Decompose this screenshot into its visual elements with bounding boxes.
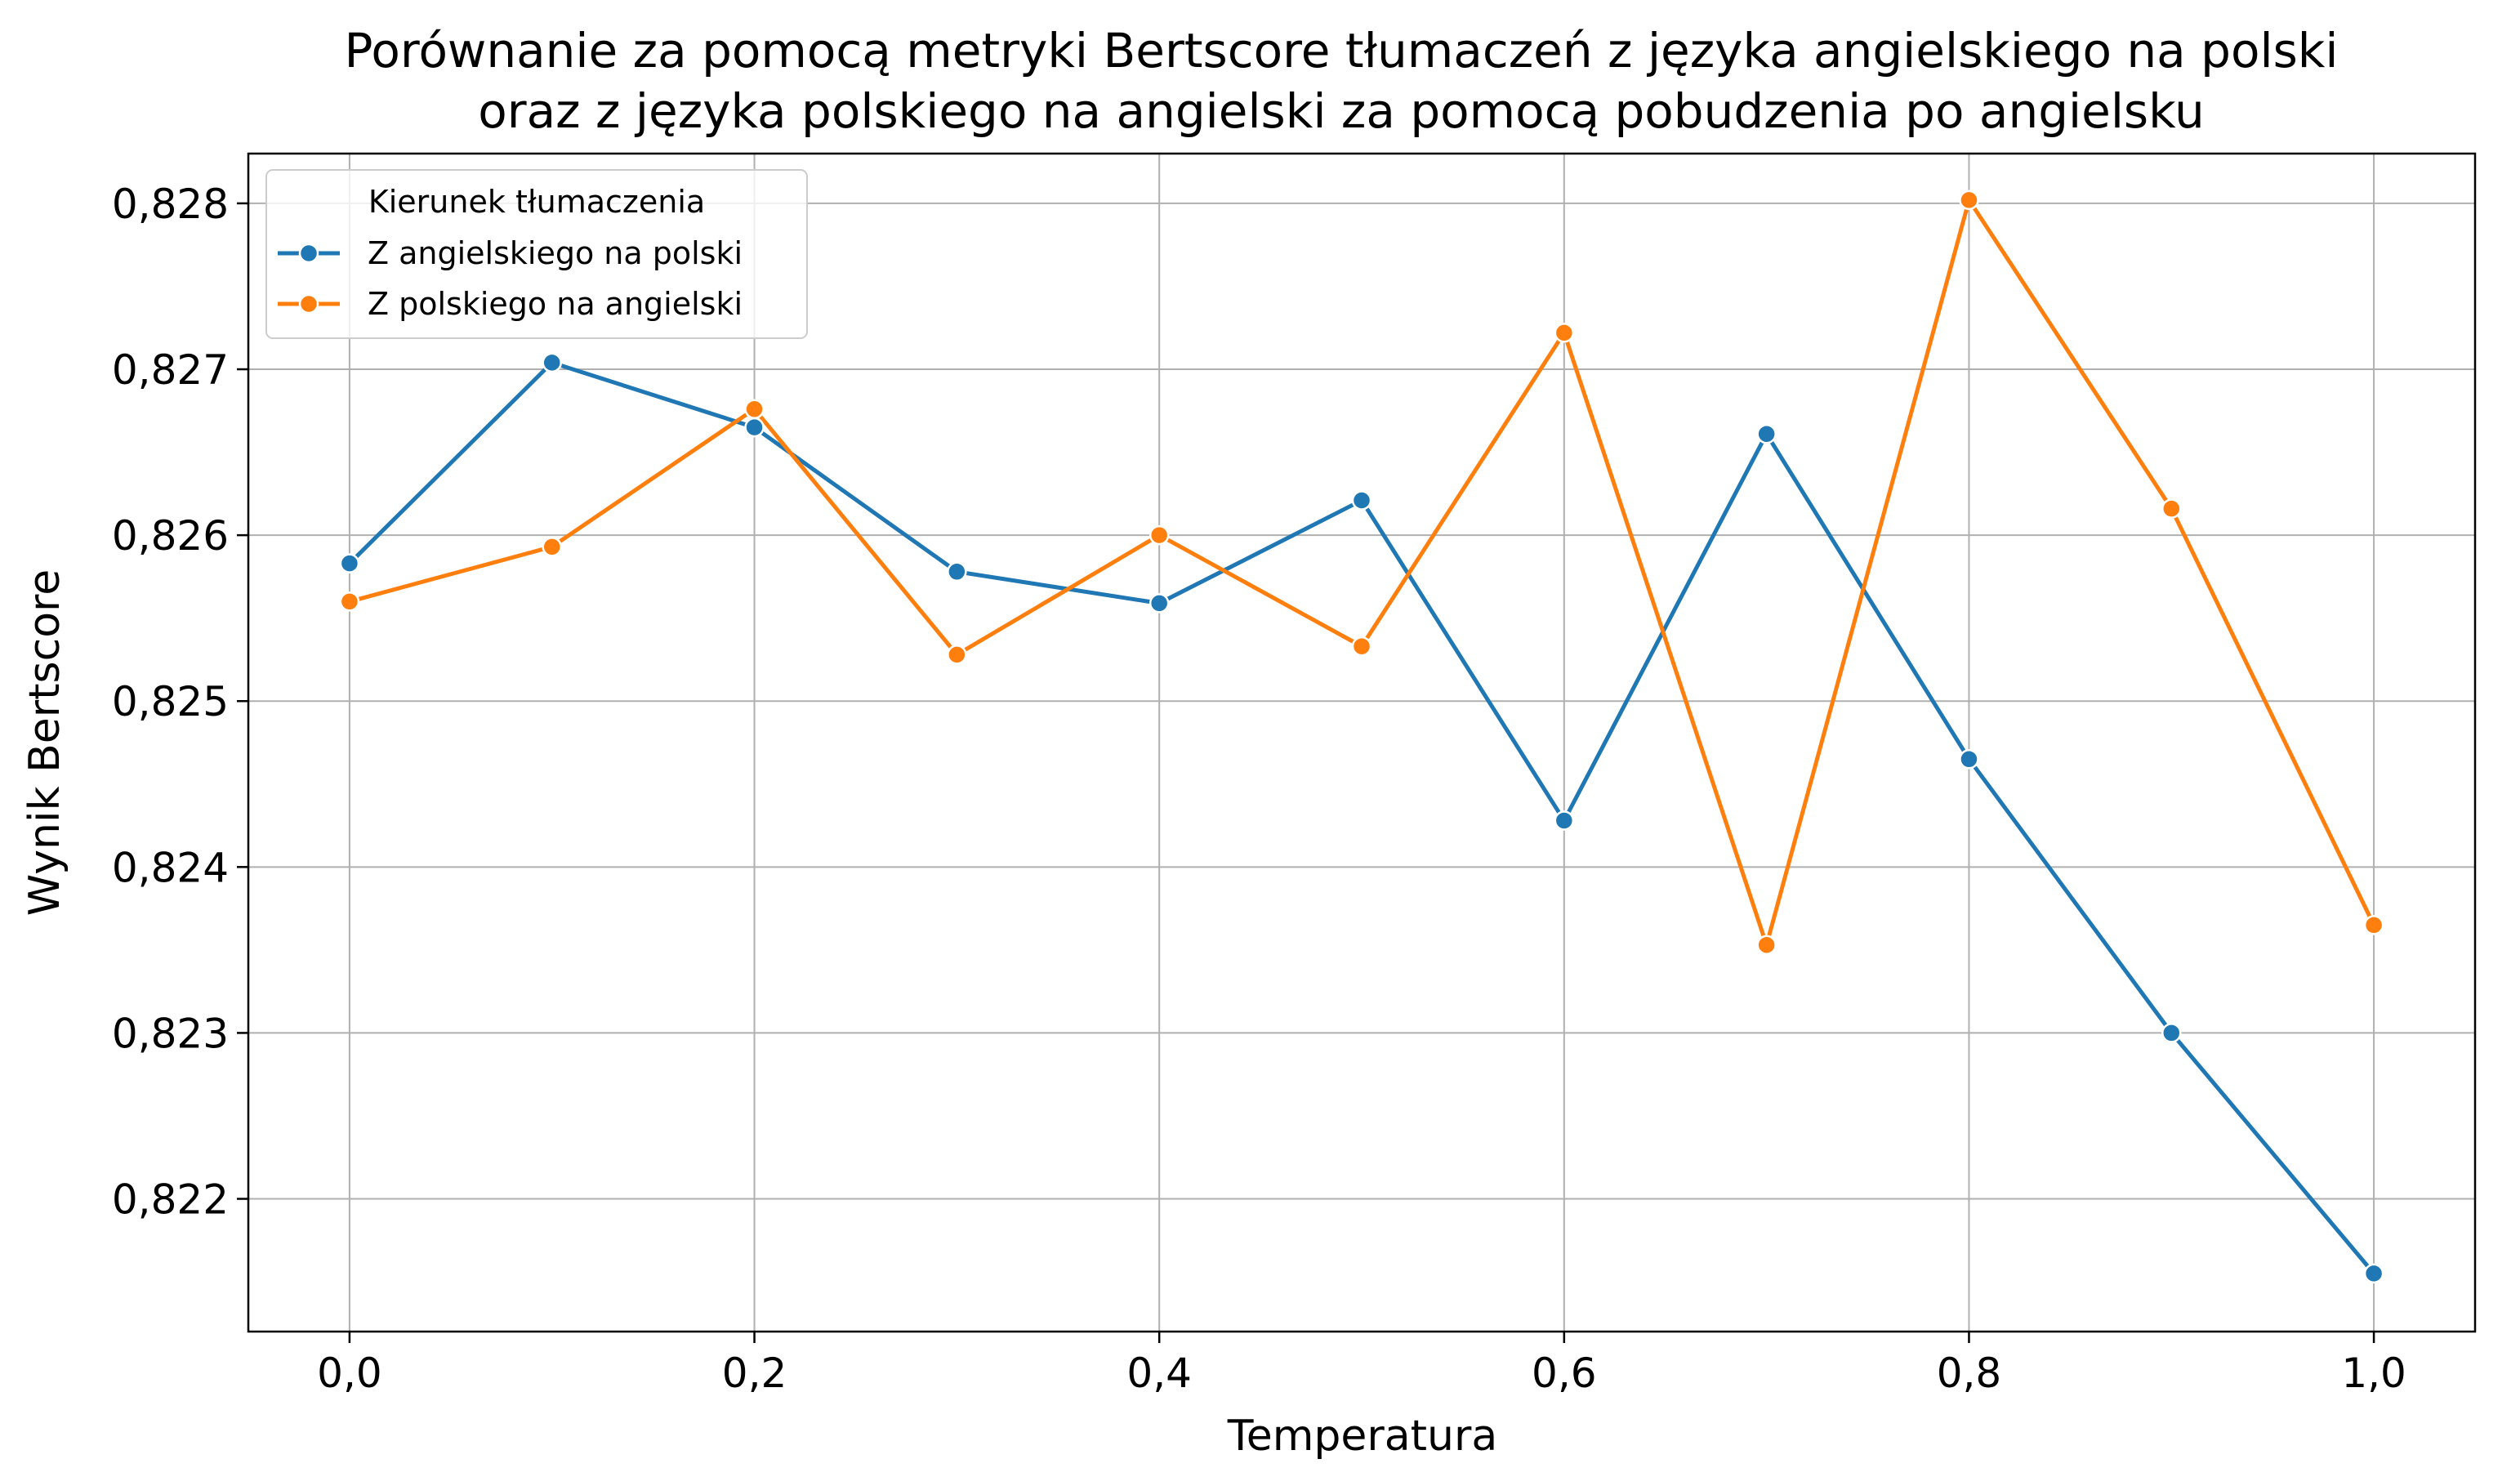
legend-title: Kierunek tłumaczenia xyxy=(368,184,705,220)
grid xyxy=(248,154,2475,1332)
legend: Kierunek tłumaczenia Z angielskiego na p… xyxy=(265,169,808,339)
data-point-series-2 xyxy=(339,591,360,612)
legend-marker-swatch xyxy=(298,293,319,315)
data-point-series-1 xyxy=(947,561,967,582)
plot-frame xyxy=(247,152,2477,1333)
data-point-series-1 xyxy=(1959,749,1979,770)
data-point-series-2 xyxy=(1554,323,1575,343)
x-axis-label: Temperatura xyxy=(1227,1412,1497,1461)
y-tick-label: 0,823 xyxy=(112,1010,229,1057)
data-point-series-2 xyxy=(947,645,967,665)
x-tick-label: 0,8 xyxy=(1937,1350,2002,1397)
x-tick-label: 0,0 xyxy=(317,1350,382,1397)
legend-marker-swatch xyxy=(298,243,319,264)
data-point-series-1 xyxy=(1351,490,1372,511)
y-tick-label: 0,825 xyxy=(112,678,229,725)
data-point-series-1 xyxy=(1756,423,1777,444)
data-point-series-1 xyxy=(542,352,562,373)
chart-title-line-1: Porównanie za pomocą metryki Bertscore t… xyxy=(344,23,2338,78)
x-tick-label: 0,6 xyxy=(1532,1350,1597,1397)
legend-box xyxy=(265,169,808,339)
legend-label: Z polskiego na angielski xyxy=(368,286,743,322)
y-tick-label: 0,828 xyxy=(112,181,229,228)
x-tick-label: 0,4 xyxy=(1126,1350,1192,1397)
legend-items: Z angielskiego na polski Z polskiego na a… xyxy=(278,235,743,322)
y-tick-label: 0,824 xyxy=(112,844,229,891)
data-point-series-1 xyxy=(1148,593,1170,614)
series-markers xyxy=(339,190,2384,1284)
y-tick-label: 0,826 xyxy=(112,512,229,560)
y-tick-label: 0,822 xyxy=(112,1176,229,1224)
x-tick-label: 0,2 xyxy=(722,1350,787,1397)
chart-title-line-2: oraz z języka polskiego na angielski za … xyxy=(478,83,2204,139)
axis-ticks: 0,0 0,2 0,4 0,6 0,8 1,0 0,822 0,823 0,824 0,825 0,… xyxy=(112,181,2406,1397)
data-point-series-2 xyxy=(1959,190,1979,211)
y-tick-label: 0,827 xyxy=(112,346,229,394)
data-point-series-2 xyxy=(1756,935,1777,956)
data-point-series-1 xyxy=(744,417,765,438)
data-point-series-1 xyxy=(2363,1263,2384,1284)
data-point-series-2 xyxy=(1148,524,1170,546)
data-point-series-1 xyxy=(1554,810,1575,831)
data-point-series-2 xyxy=(1351,636,1372,657)
legend-label: Z angielskiego na polski xyxy=(368,235,743,271)
data-point-series-2 xyxy=(542,537,562,557)
data-point-series-1 xyxy=(339,553,360,573)
data-point-series-1 xyxy=(2161,1023,2182,1043)
x-tick-label: 1,0 xyxy=(2341,1350,2406,1397)
data-point-series-2 xyxy=(2363,915,2384,935)
data-point-series-2 xyxy=(2161,498,2182,519)
data-point-series-2 xyxy=(744,399,765,420)
y-axis-label: Wynik Bertscore xyxy=(20,569,69,916)
